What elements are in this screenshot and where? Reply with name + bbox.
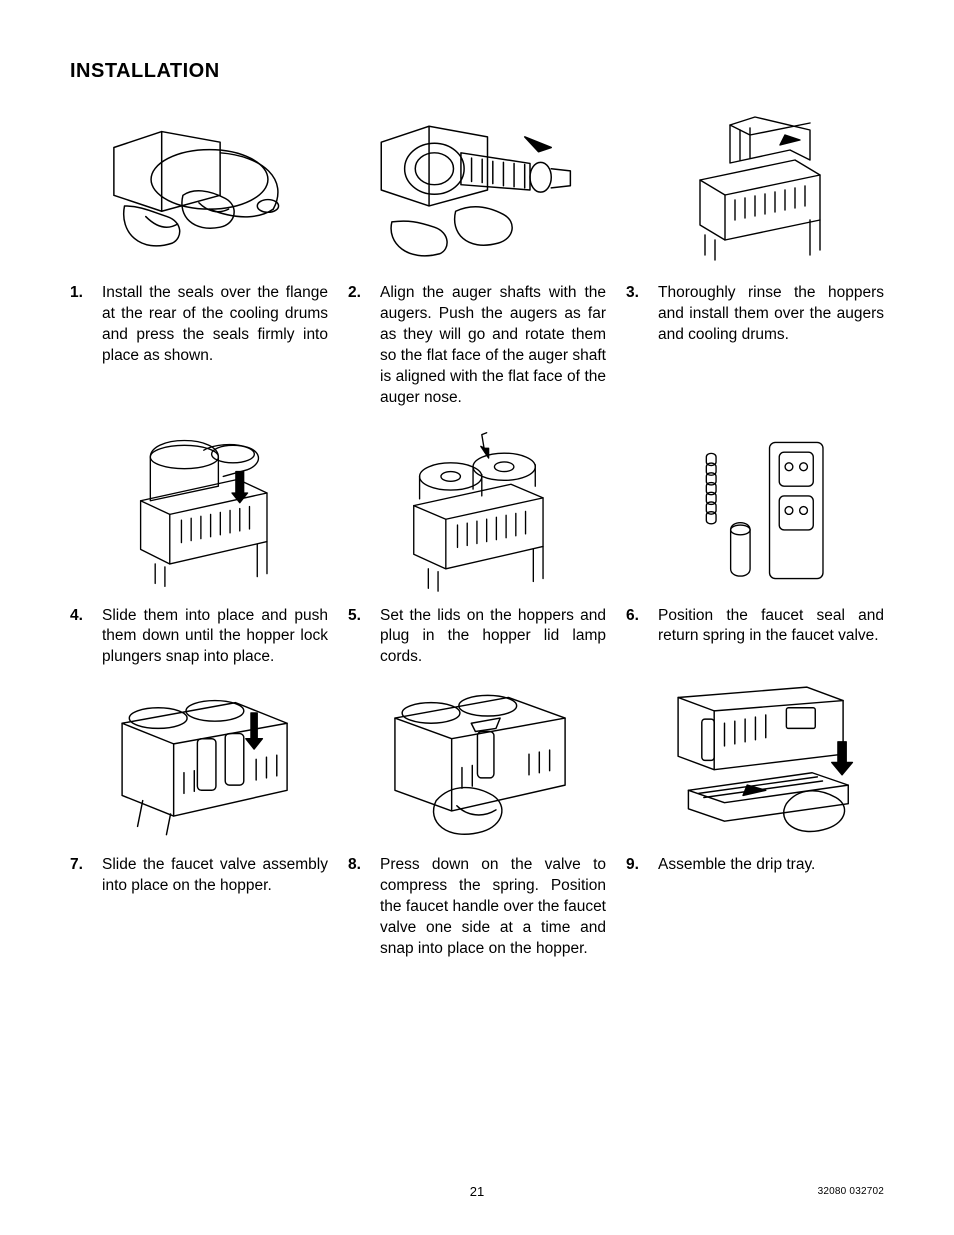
step-2: 2. Align the auger shafts with the auger… — [348, 105, 606, 409]
steps-grid: 1. Install the seals over the flange at … — [70, 105, 884, 960]
page-number: 21 — [0, 1184, 954, 1199]
step-7-illustration — [70, 682, 328, 847]
step-4-text: Slide them into place and push them down… — [102, 606, 328, 669]
step-6-number: 6. — [626, 606, 650, 648]
step-3: 3. Thoroughly rinse the hoppers and inst… — [626, 105, 884, 409]
step-5-number: 5. — [348, 606, 372, 669]
step-2-text: Align the auger shafts with the augers. … — [380, 283, 606, 409]
step-1: 1. Install the seals over the flange at … — [70, 105, 328, 409]
step-9-caption: 9. Assemble the drip tray. — [626, 855, 884, 876]
step-1-caption: 1. Install the seals over the flange at … — [70, 283, 328, 367]
step-1-illustration — [70, 105, 328, 275]
step-8-caption: 8. Press down on the valve to compress t… — [348, 855, 606, 960]
step-6-text: Position the faucet seal and return spri… — [658, 606, 884, 648]
step-5-caption: 5. Set the lids on the hoppers and plug … — [348, 606, 606, 669]
step-6-illustration — [626, 423, 884, 598]
step-7: 7. Slide the faucet valve assembly into … — [70, 682, 328, 960]
step-3-text: Thoroughly rinse the hoppers and install… — [658, 283, 884, 346]
step-2-caption: 2. Align the auger shafts with the auger… — [348, 283, 606, 409]
step-7-number: 7. — [70, 855, 94, 897]
step-3-illustration — [626, 105, 884, 275]
step-3-number: 3. — [626, 283, 650, 346]
step-8: 8. Press down on the valve to compress t… — [348, 682, 606, 960]
step-4-number: 4. — [70, 606, 94, 669]
step-2-number: 2. — [348, 283, 372, 409]
step-3-caption: 3. Thoroughly rinse the hoppers and inst… — [626, 283, 884, 346]
step-1-number: 1. — [70, 283, 94, 367]
step-9-text: Assemble the drip tray. — [658, 855, 884, 876]
step-8-number: 8. — [348, 855, 372, 960]
step-2-illustration — [348, 105, 606, 275]
step-9: 9. Assemble the drip tray. — [626, 682, 884, 960]
step-8-illustration — [348, 682, 606, 847]
step-9-number: 9. — [626, 855, 650, 876]
step-4-caption: 4. Slide them into place and push them d… — [70, 606, 328, 669]
step-1-text: Install the seals over the flange at the… — [102, 283, 328, 367]
step-7-caption: 7. Slide the faucet valve assembly into … — [70, 855, 328, 897]
step-4: 4. Slide them into place and push them d… — [70, 423, 328, 669]
step-8-text: Press down on the valve to compress the … — [380, 855, 606, 960]
document-id: 32080 032702 — [818, 1186, 884, 1197]
step-7-text: Slide the faucet valve assembly into pla… — [102, 855, 328, 897]
step-9-illustration — [626, 682, 884, 847]
step-4-illustration — [70, 423, 328, 598]
section-title: INSTALLATION — [70, 60, 884, 83]
step-5: 5. Set the lids on the hoppers and plug … — [348, 423, 606, 669]
step-6: 6. Position the faucet seal and return s… — [626, 423, 884, 669]
step-5-illustration — [348, 423, 606, 598]
step-6-caption: 6. Position the faucet seal and return s… — [626, 606, 884, 648]
step-5-text: Set the lids on the hoppers and plug in … — [380, 606, 606, 669]
